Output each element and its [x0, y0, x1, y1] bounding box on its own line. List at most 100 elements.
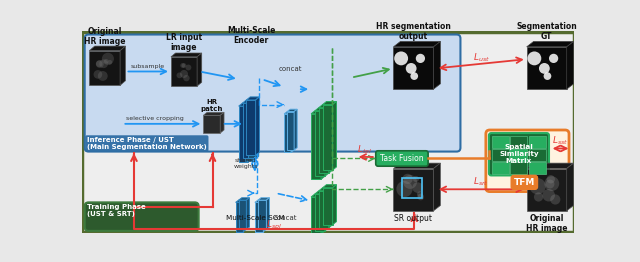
FancyBboxPatch shape	[511, 149, 527, 161]
Polygon shape	[394, 163, 440, 168]
FancyBboxPatch shape	[489, 133, 549, 176]
Polygon shape	[315, 194, 325, 231]
Text: $L_{tel}$: $L_{tel}$	[356, 143, 372, 156]
Polygon shape	[329, 105, 333, 173]
Polygon shape	[527, 168, 566, 211]
Text: Multi-Scale SGM: Multi-Scale SGM	[225, 215, 284, 221]
Circle shape	[539, 63, 550, 74]
Polygon shape	[245, 135, 255, 138]
Text: Segmentation
GT: Segmentation GT	[516, 22, 577, 41]
Polygon shape	[311, 111, 325, 114]
Circle shape	[182, 63, 186, 68]
Polygon shape	[246, 198, 250, 229]
Text: concat: concat	[273, 215, 296, 221]
Circle shape	[416, 54, 425, 63]
Circle shape	[413, 176, 419, 182]
FancyBboxPatch shape	[529, 162, 546, 174]
Circle shape	[417, 191, 423, 197]
Text: $L_{sst}$: $L_{sst}$	[552, 135, 569, 147]
Text: Multi-Scale
Encoder: Multi-Scale Encoder	[227, 26, 275, 45]
FancyBboxPatch shape	[486, 130, 569, 192]
Circle shape	[417, 194, 424, 200]
FancyBboxPatch shape	[529, 149, 546, 161]
Polygon shape	[236, 202, 243, 232]
Polygon shape	[319, 108, 329, 173]
Text: $L_{srt}$: $L_{srt}$	[474, 176, 489, 188]
Polygon shape	[239, 200, 246, 229]
Polygon shape	[253, 135, 255, 161]
Text: Spatial
Similarity
Matrix: Spatial Similarity Matrix	[499, 144, 539, 164]
Polygon shape	[294, 109, 297, 150]
Polygon shape	[323, 105, 333, 170]
Circle shape	[529, 178, 546, 194]
Text: LR input
image: LR input image	[166, 33, 202, 52]
Polygon shape	[333, 101, 337, 170]
Polygon shape	[252, 100, 255, 159]
Polygon shape	[323, 101, 337, 105]
Polygon shape	[266, 198, 269, 229]
Polygon shape	[311, 114, 321, 179]
Polygon shape	[291, 112, 294, 152]
Circle shape	[396, 181, 413, 197]
Circle shape	[547, 175, 555, 183]
Circle shape	[183, 75, 189, 81]
Circle shape	[180, 70, 188, 78]
Circle shape	[102, 53, 114, 65]
Polygon shape	[323, 188, 333, 225]
Text: $L_{spl}$: $L_{spl}$	[266, 219, 282, 232]
Polygon shape	[248, 135, 255, 159]
Circle shape	[543, 72, 551, 80]
Text: selective cropping: selective cropping	[126, 116, 184, 121]
Polygon shape	[315, 191, 329, 194]
FancyBboxPatch shape	[376, 151, 428, 166]
Polygon shape	[319, 188, 333, 191]
Text: Task Fusion: Task Fusion	[380, 154, 424, 163]
Polygon shape	[287, 109, 297, 112]
FancyBboxPatch shape	[511, 162, 527, 174]
Circle shape	[403, 175, 417, 189]
Polygon shape	[566, 163, 573, 211]
Circle shape	[104, 59, 109, 63]
Polygon shape	[527, 163, 573, 168]
Circle shape	[186, 64, 191, 70]
Polygon shape	[287, 112, 294, 150]
Polygon shape	[120, 46, 125, 85]
Text: SR output: SR output	[394, 214, 433, 223]
Text: Original
HR image: Original HR image	[526, 214, 568, 233]
Circle shape	[403, 174, 413, 184]
Polygon shape	[284, 112, 294, 114]
FancyBboxPatch shape	[84, 202, 198, 231]
Text: HR
patch: HR patch	[200, 99, 223, 112]
Text: Inference Phase / UST
(Main Segmentation Network): Inference Phase / UST (Main Segmentation…	[87, 137, 207, 150]
Polygon shape	[204, 112, 224, 115]
FancyBboxPatch shape	[84, 35, 460, 151]
Text: TFM: TFM	[514, 178, 535, 187]
Circle shape	[99, 59, 108, 68]
Polygon shape	[433, 41, 440, 89]
Polygon shape	[321, 194, 325, 234]
Polygon shape	[433, 163, 440, 211]
Text: shared
weights: shared weights	[234, 159, 258, 169]
Polygon shape	[239, 198, 250, 200]
Polygon shape	[255, 133, 259, 159]
Polygon shape	[255, 97, 259, 155]
Text: Training Phase
(UST & SRT): Training Phase (UST & SRT)	[87, 204, 146, 217]
Polygon shape	[90, 46, 125, 51]
Polygon shape	[243, 103, 252, 159]
FancyBboxPatch shape	[83, 32, 573, 232]
Circle shape	[180, 63, 185, 68]
Polygon shape	[566, 41, 573, 89]
Circle shape	[412, 182, 423, 193]
Polygon shape	[284, 114, 291, 152]
Polygon shape	[311, 197, 321, 234]
Text: HR segmentation
output: HR segmentation output	[376, 22, 451, 41]
Polygon shape	[236, 200, 246, 202]
Circle shape	[527, 51, 541, 65]
Text: Original
HR image: Original HR image	[84, 27, 125, 46]
Polygon shape	[394, 168, 433, 211]
FancyBboxPatch shape	[492, 149, 509, 161]
Circle shape	[534, 192, 543, 201]
Polygon shape	[325, 191, 329, 231]
Polygon shape	[171, 57, 197, 86]
Text: concat: concat	[278, 66, 302, 72]
